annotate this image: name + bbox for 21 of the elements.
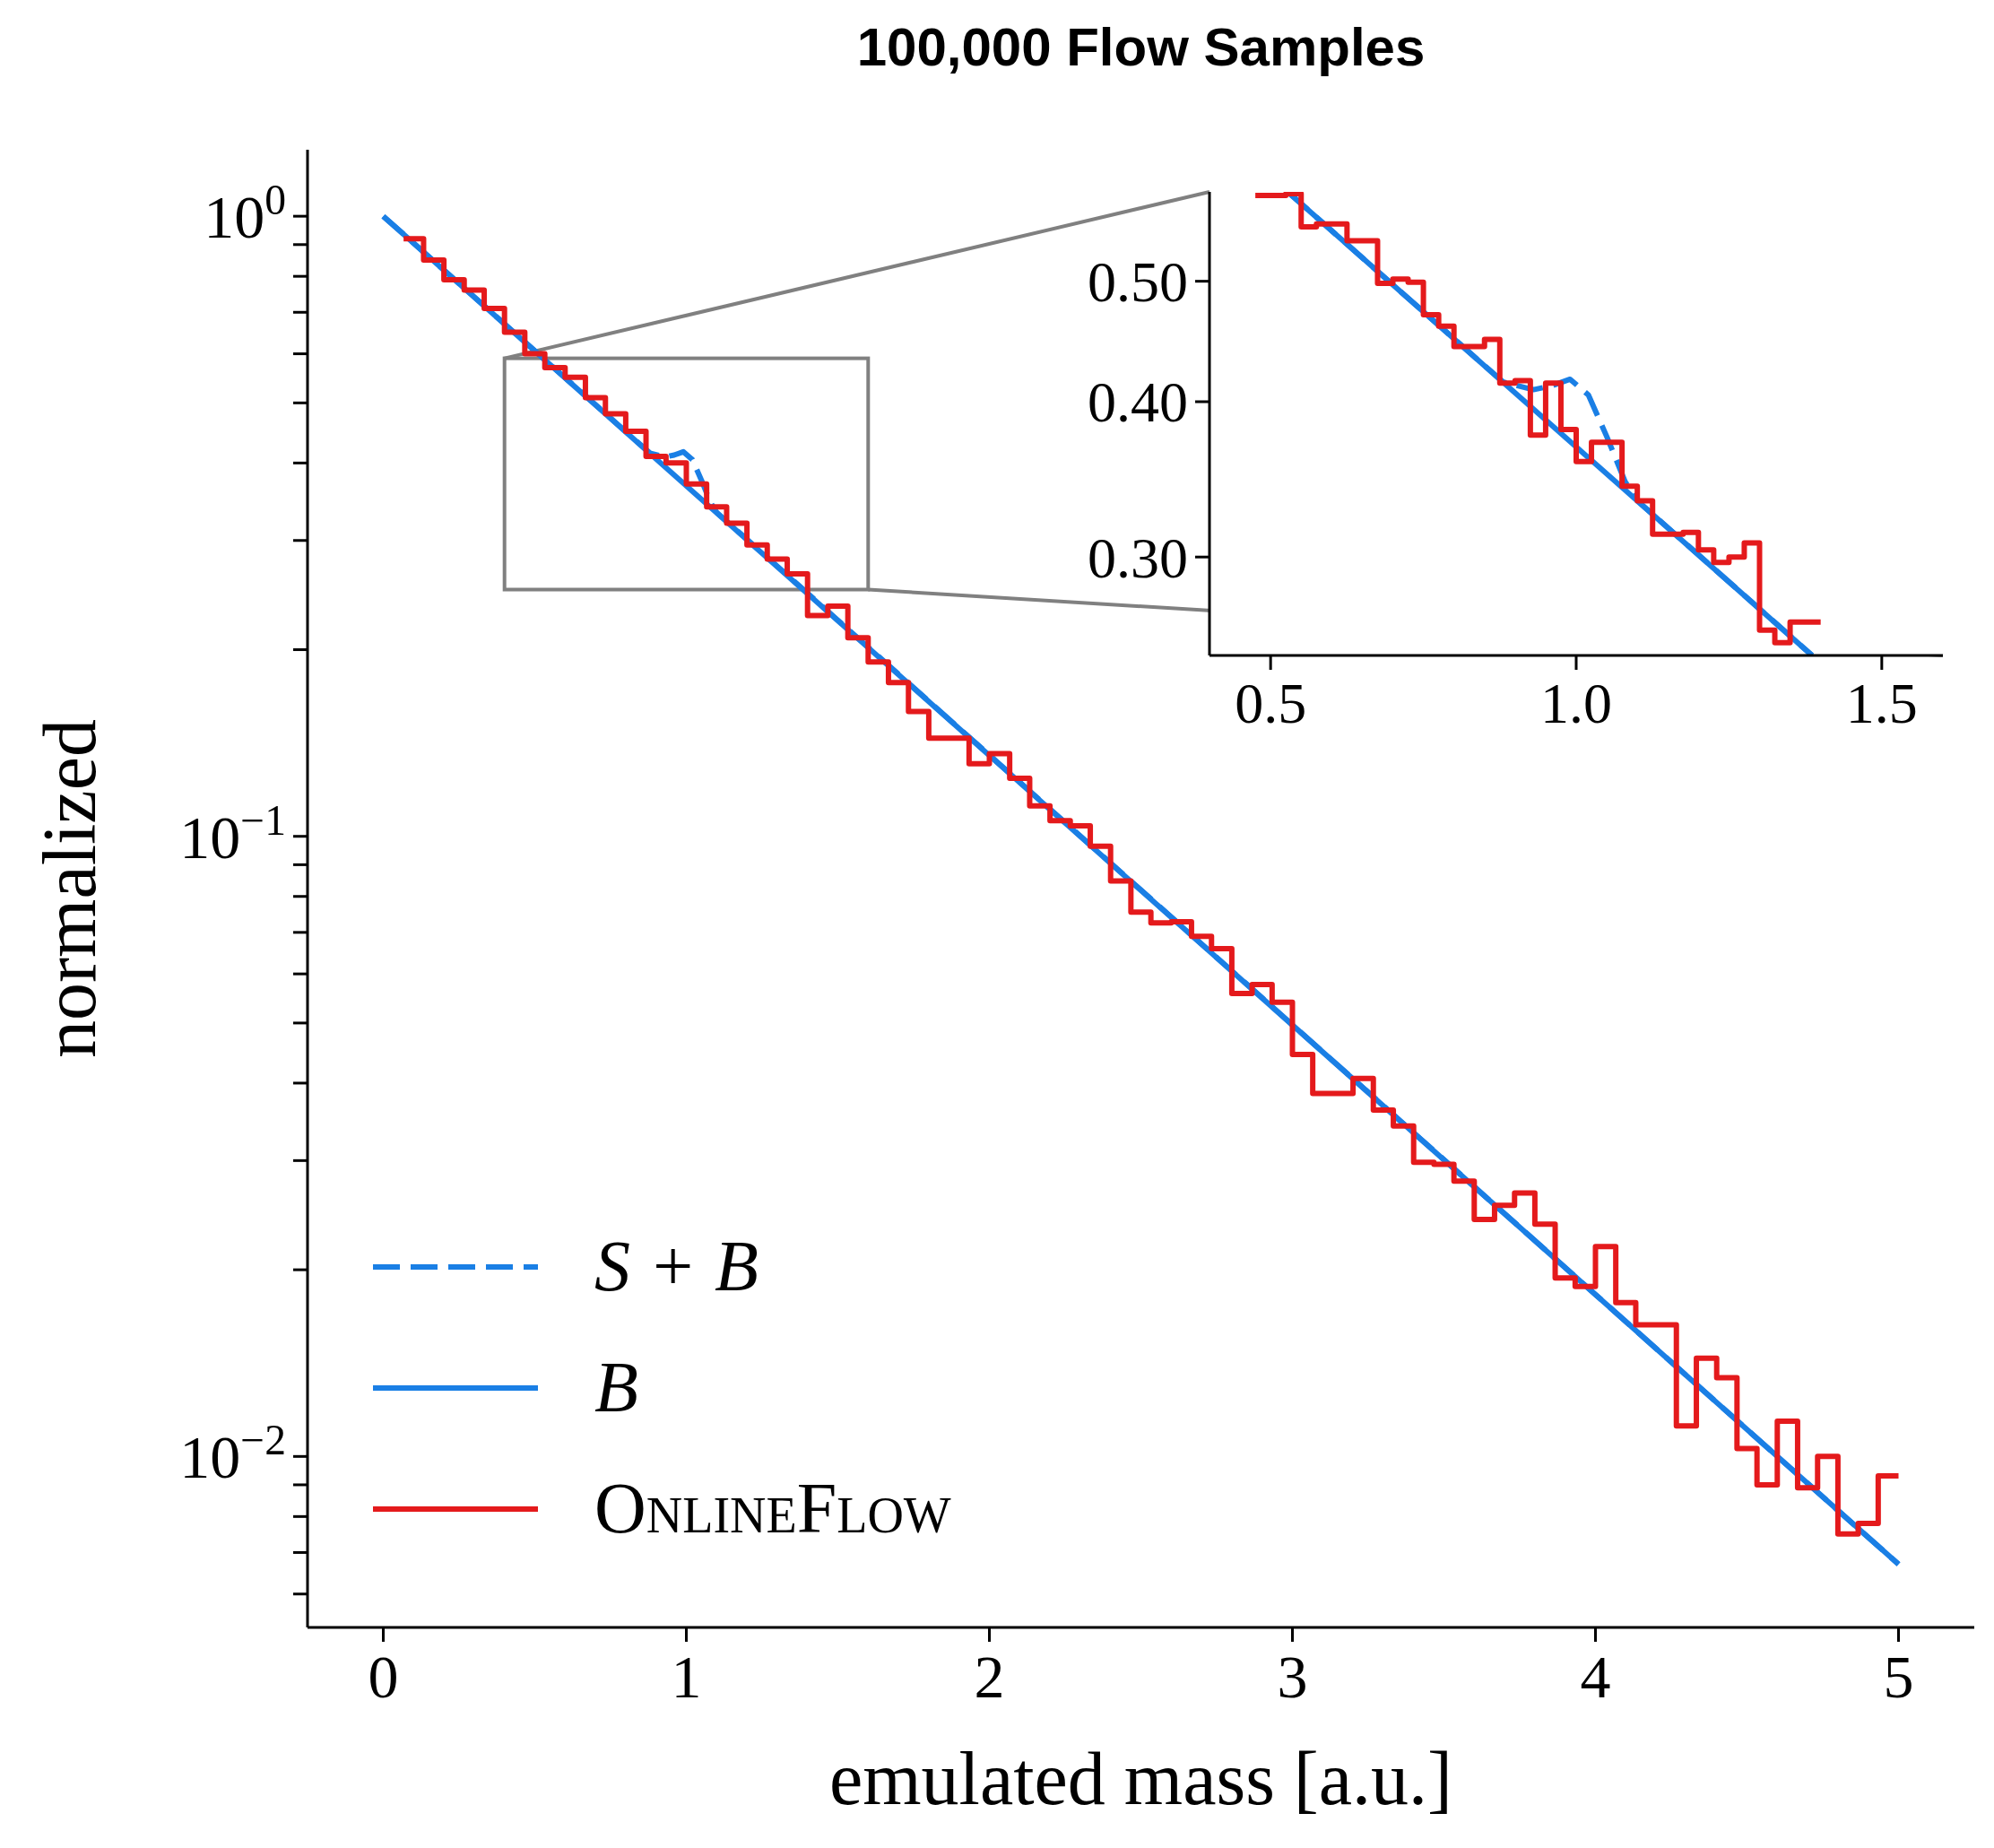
y-tick-label: 0.40	[1088, 370, 1188, 435]
x-tick-label: 0.5	[1235, 672, 1307, 736]
x-tick-label: 4	[1580, 1643, 1611, 1712]
y-tick-label: 10$^{0}$	[204, 176, 286, 251]
chart-title: 100,000 Flow Samples	[855, 16, 1426, 78]
x-tick-label: 1.5	[1845, 672, 1918, 736]
legend-label: OnlineFlow	[594, 1468, 951, 1549]
legend-label: S + B	[594, 1226, 759, 1307]
legend-label: B	[594, 1347, 638, 1428]
x-tick-label: 1.0	[1540, 672, 1612, 736]
x-tick-label: 0	[368, 1643, 399, 1712]
x-tick-label: 2	[974, 1643, 1005, 1712]
y-tick-label: 10$^{−1}$	[179, 796, 286, 872]
x-tick-label: 3	[1277, 1643, 1308, 1712]
x-axis-title: emulated mass [a.u.]	[828, 1736, 1454, 1822]
x-tick-label: 5	[1883, 1643, 1914, 1712]
y-tick-label: 0.50	[1088, 250, 1188, 315]
y-axis-title: normalized	[27, 718, 112, 1060]
x-tick-label: 1	[671, 1643, 702, 1712]
y-tick-label: 10$^{−2}$	[179, 1417, 286, 1492]
y-tick-label: 0.30	[1088, 525, 1188, 590]
